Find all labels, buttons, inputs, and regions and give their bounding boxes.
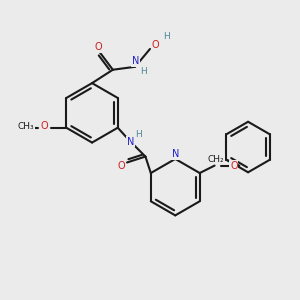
Text: N: N — [172, 149, 179, 160]
Text: CH₂: CH₂ — [208, 154, 224, 164]
Text: O: O — [230, 160, 238, 171]
Text: H: H — [135, 130, 142, 139]
Text: O: O — [117, 161, 125, 171]
Text: N: N — [127, 137, 134, 147]
Text: H: H — [163, 32, 170, 41]
Text: O: O — [152, 40, 159, 50]
Text: O: O — [94, 43, 102, 52]
Text: CH₃: CH₃ — [18, 122, 34, 131]
Text: N: N — [132, 56, 140, 66]
Text: H: H — [140, 67, 147, 76]
Text: O: O — [40, 121, 48, 131]
